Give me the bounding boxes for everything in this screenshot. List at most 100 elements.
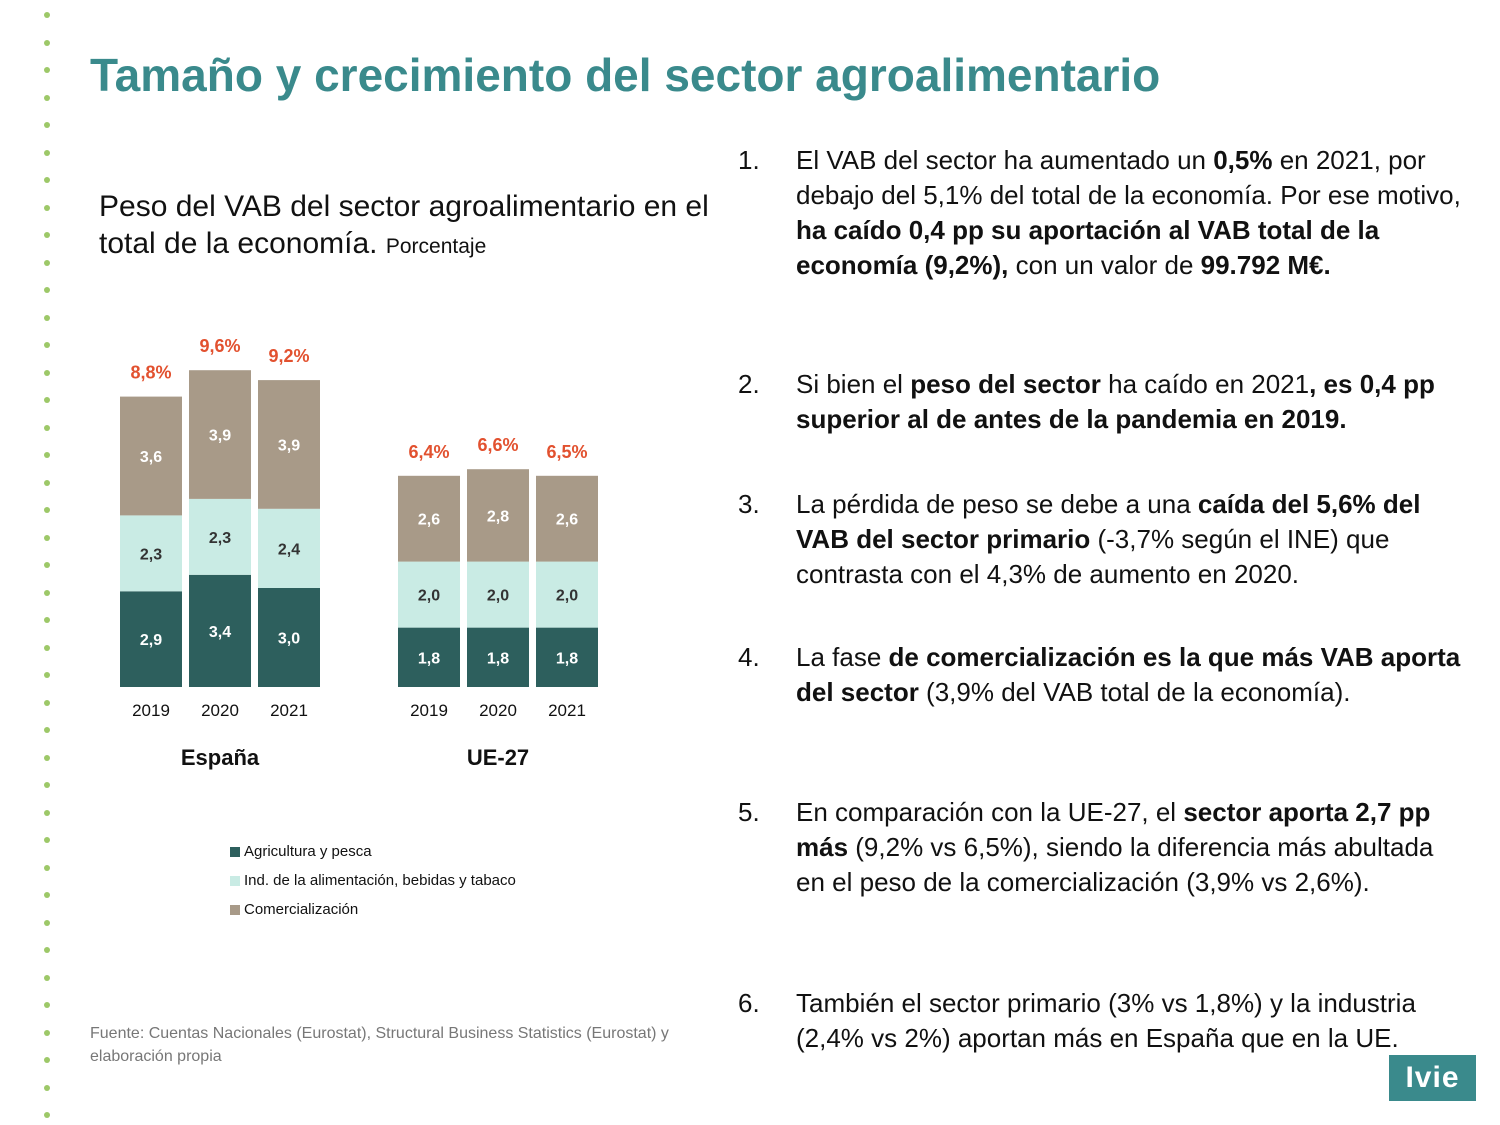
legend-label: Comercialización [244,901,359,918]
key-point-number: 2. [738,369,760,399]
key-point-bold-text: 99.792 M€. [1200,250,1331,280]
segment-value-label: 2,4 [278,541,300,558]
key-point: 2. Si bien el peso del sector ha caído en… [738,367,1466,437]
key-point-number: 4. [738,642,760,672]
segment-value-label: 1,8 [487,650,509,667]
key-point-plain-text: (3,9% del VAB total de la economía). [918,677,1351,707]
key-point: 6. También el sector primario (3% vs 1,8%… [738,986,1466,1056]
key-point: 1. El VAB del sector ha aumentado un 0,5%… [738,143,1466,283]
key-point-plain-text: En comparación con la UE-27, el [796,797,1184,827]
segment-value-label: 3,4 [209,624,231,641]
segment-value-label: 2,3 [140,546,162,563]
key-point-text: También el sector primario (3% vs 1,8%) … [796,986,1466,1056]
key-point-plain-text: ha caído en 2021 [1100,369,1310,399]
key-point-text: Si bien el peso del sector ha caído en 2… [796,367,1466,437]
segment-value-label: 2,0 [418,588,440,605]
key-point-plain-text: con un valor de [1008,250,1201,280]
key-point-bold-text: de comercialización es la que más VAB ap… [796,642,1461,707]
legend-item: Ind. de la alimentación, bebidas y tabac… [230,866,516,895]
total-value-label: 6,4% [408,442,449,462]
page-title: Tamaño y crecimiento del sector agroalim… [90,49,1161,101]
bar-segment [398,627,460,687]
legend-swatch [230,846,240,857]
legend-swatch [230,875,240,886]
key-point-bold-text: , es 0,4 pp superior al de antes de la p… [796,369,1435,434]
bar-segment [467,627,529,687]
bar-segment [398,475,460,562]
bar-segment [398,561,460,628]
bar-segment [536,475,598,562]
segment-value-label: 2,6 [418,512,440,529]
key-point-text: La pérdida de peso se debe a una caída d… [796,487,1466,592]
segment-value-label: 2,3 [209,530,231,547]
key-point-text: La fase de comercialización es la que má… [796,640,1466,710]
bar-segment [189,370,251,499]
key-point-plain-text: (9,2% vs 6,5%), siendo la diferencia más… [796,832,1434,897]
chart-unit: Porcentaje [385,235,487,258]
segment-value-label: 2,0 [487,588,509,605]
segment-value-label: 2,0 [556,588,578,605]
key-point: 4. La fase de comercialización es la que … [738,640,1466,710]
key-point-plain-text: La pérdida de peso se debe a una [796,489,1198,519]
source-note: Fuente: Cuentas Nacionales (Eurostat), S… [90,1025,669,1065]
segment-value-label: 2,6 [556,512,578,529]
key-point-plain-text: en 2021, por debajo del 5,1% del total d… [796,145,1461,210]
total-value-label: 9,6% [199,336,240,356]
key-point-text: En comparación con la UE-27, el sector a… [796,795,1466,900]
key-point-number: 6. [738,988,760,1018]
bar-segment [258,588,320,687]
bar-segment [258,508,320,588]
bar-segment [120,515,182,592]
segment-value-label: 3,0 [278,631,300,648]
group-label: UE-27 [467,745,529,770]
legend-label: Agricultura y pesca [244,843,372,860]
key-point-plain-text: Si bien el [796,369,911,399]
bar-segment [467,469,529,562]
key-point-number: 5. [738,797,760,827]
total-value-label: 9,2% [268,346,309,366]
x-tick-label: 2019 [132,701,170,720]
legend-label: Ind. de la alimentación, bebidas y tabac… [244,872,516,889]
x-tick-label: 2019 [410,701,448,720]
key-point: 3. La pérdida de peso se debe a una caída… [738,487,1466,592]
bar-segment [189,498,251,575]
bar-segment [189,574,251,687]
bar-segment [258,380,320,509]
segment-value-label: 3,6 [140,449,162,466]
key-point-plain-text: La fase [796,642,889,672]
key-point-bold-text: caída del 5,6% del VAB del sector primar… [796,489,1421,554]
total-value-label: 8,8% [130,363,171,383]
bar-segment [467,561,529,628]
group-label: España [181,745,260,770]
bar-segment [120,591,182,687]
legend-item: Agricultura y pesca [230,837,516,866]
legend-swatch [230,904,240,915]
legend-item: Comercialización [230,895,516,924]
key-point-bold-text: ha caído 0,4 pp su aportación al VAB tot… [796,215,1380,280]
ivie-logo: Ivie [1389,1055,1476,1101]
key-point-bold-text: 0,5% [1213,145,1273,175]
bar-segment [536,627,598,687]
segment-value-label: 3,9 [278,437,300,454]
segment-value-label: 1,8 [556,650,578,667]
stacked-bar-chart: 2,9 2,3 3,6 8,8% 2019 3,4 2,3 3,9 9,6% 2020 3,0 2,4… [120,336,598,770]
x-tick-label: 2021 [270,701,308,720]
segment-value-label: 2,8 [487,508,509,525]
decorative-dot-column [44,0,54,1125]
bar-segment [120,396,182,516]
chart-legend: Agricultura y pesca Ind. de la alimentac… [230,837,516,924]
key-point-bold-text: sector aporta 2,7 pp más [796,797,1431,862]
total-value-label: 6,6% [477,435,518,455]
x-tick-label: 2021 [548,701,586,720]
key-point-number: 1. [738,145,760,175]
key-point-number: 3. [738,489,760,519]
segment-value-label: 3,9 [209,428,231,445]
chart-title-text: Peso del VAB del sector agroalimentario … [99,190,709,260]
total-value-label: 6,5% [546,442,587,462]
key-point-plain-text: El VAB del sector ha aumentado un [796,145,1214,175]
key-point: 5. En comparación con la UE-27, el sector… [738,795,1466,900]
key-point-plain-text: (-3,7% según el INE) que contrasta con e… [796,524,1390,589]
key-point-bold-text: peso del sector [910,369,1101,399]
key-point-plain-text: También el sector primario (3% vs 1,8%) … [796,988,1416,1053]
segment-value-label: 2,9 [140,632,162,649]
